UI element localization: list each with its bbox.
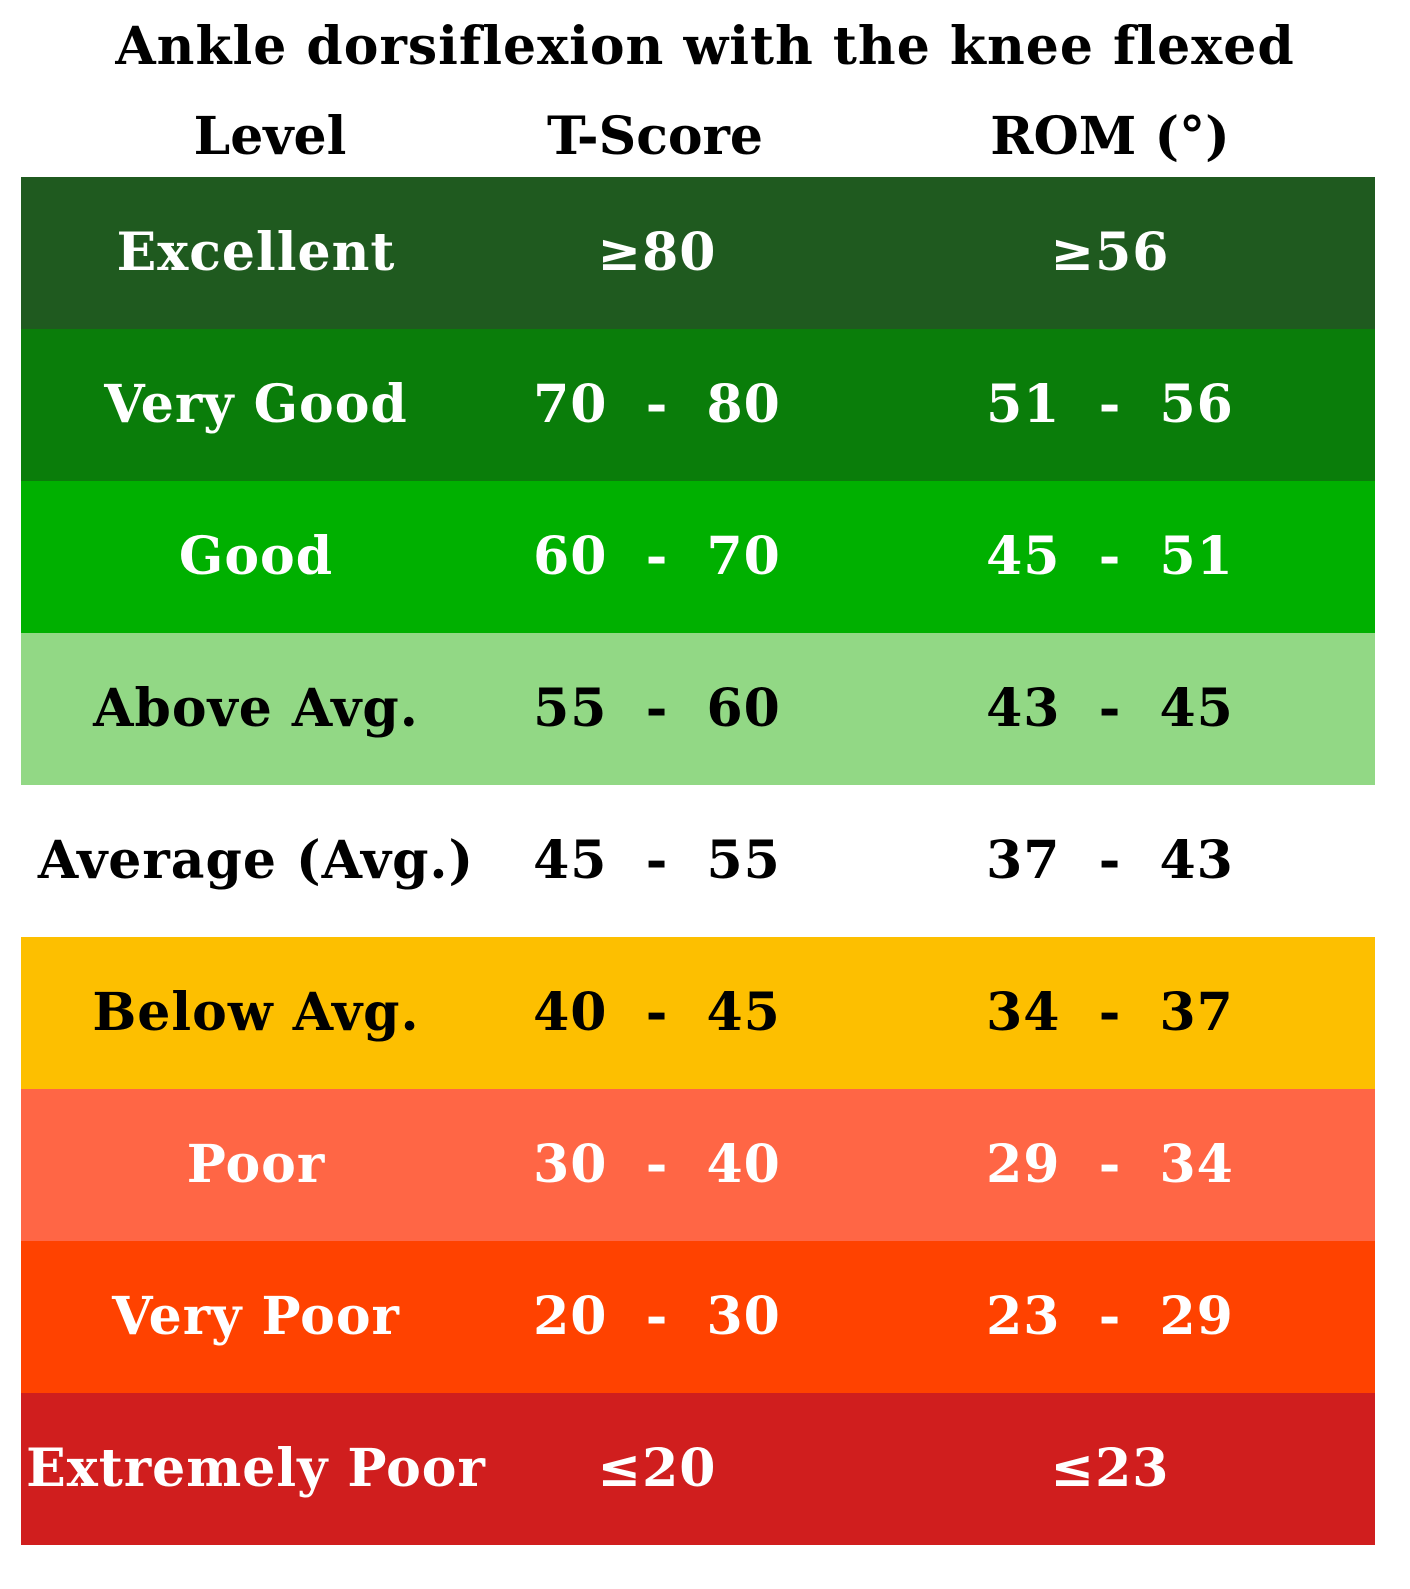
chart-title: Ankle dorsiflexion with the knee flexed [115,16,1295,77]
cell-t-score: 60 - 70 [533,526,781,587]
cell-level: Very Good [104,374,408,435]
cell-t-score: 70 - 80 [533,374,781,435]
cell-level: Extremely Poor [26,1438,486,1499]
table-row: Good 60 - 70 45 - 51 [21,481,1375,633]
table-row: Poor 30 - 40 29 - 34 [21,1089,1375,1241]
cell-t-score: 55 - 60 [533,678,781,739]
cell-rom: ≥56 [1050,222,1170,283]
cell-level: Average (Avg.) [37,830,475,891]
table-row: Above Avg. 55 - 60 43 - 45 [21,633,1375,785]
norms-table: Excellent ≥80 ≥56 Very Good 70 - 80 51 - 56 Go… [21,177,1375,1545]
table-row: Average (Avg.) 45 - 55 37 - 43 [21,785,1375,937]
cell-t-score: ≥80 [597,222,717,283]
cell-level: Very Poor [112,1286,400,1347]
cell-level: Above Avg. [93,678,419,739]
cell-rom: 43 - 45 [986,678,1234,739]
cell-rom: 29 - 34 [986,1134,1234,1195]
cell-level: Below Avg. [92,982,420,1043]
header-t-score: T-Score [546,106,764,167]
table-row: Very Poor 20 - 30 23 - 29 [21,1241,1375,1393]
header-level: Level [193,106,347,167]
cell-t-score: ≤20 [597,1438,717,1499]
cell-level: Excellent [116,222,396,283]
header-rom: ROM (°) [990,106,1230,167]
cell-t-score: 20 - 30 [533,1286,781,1347]
table-row: Extremely Poor ≤20 ≤23 [21,1393,1375,1545]
table-row: Below Avg. 40 - 45 34 - 37 [21,937,1375,1089]
cell-level: Good [178,526,334,587]
cell-level: Poor [186,1134,326,1195]
table-header: Level T-Score ROM (°) [0,98,1410,176]
cell-t-score: 40 - 45 [533,982,781,1043]
cell-rom: 37 - 43 [986,830,1234,891]
cell-rom: 45 - 51 [986,526,1234,587]
cell-rom: ≤23 [1050,1438,1170,1499]
cell-rom: 23 - 29 [986,1286,1234,1347]
cell-t-score: 45 - 55 [533,830,781,891]
cell-t-score: 30 - 40 [533,1134,781,1195]
table-row: Excellent ≥80 ≥56 [21,177,1375,329]
table-row: Very Good 70 - 80 51 - 56 [21,329,1375,481]
cell-rom: 51 - 56 [986,374,1234,435]
cell-rom: 34 - 37 [986,982,1234,1043]
